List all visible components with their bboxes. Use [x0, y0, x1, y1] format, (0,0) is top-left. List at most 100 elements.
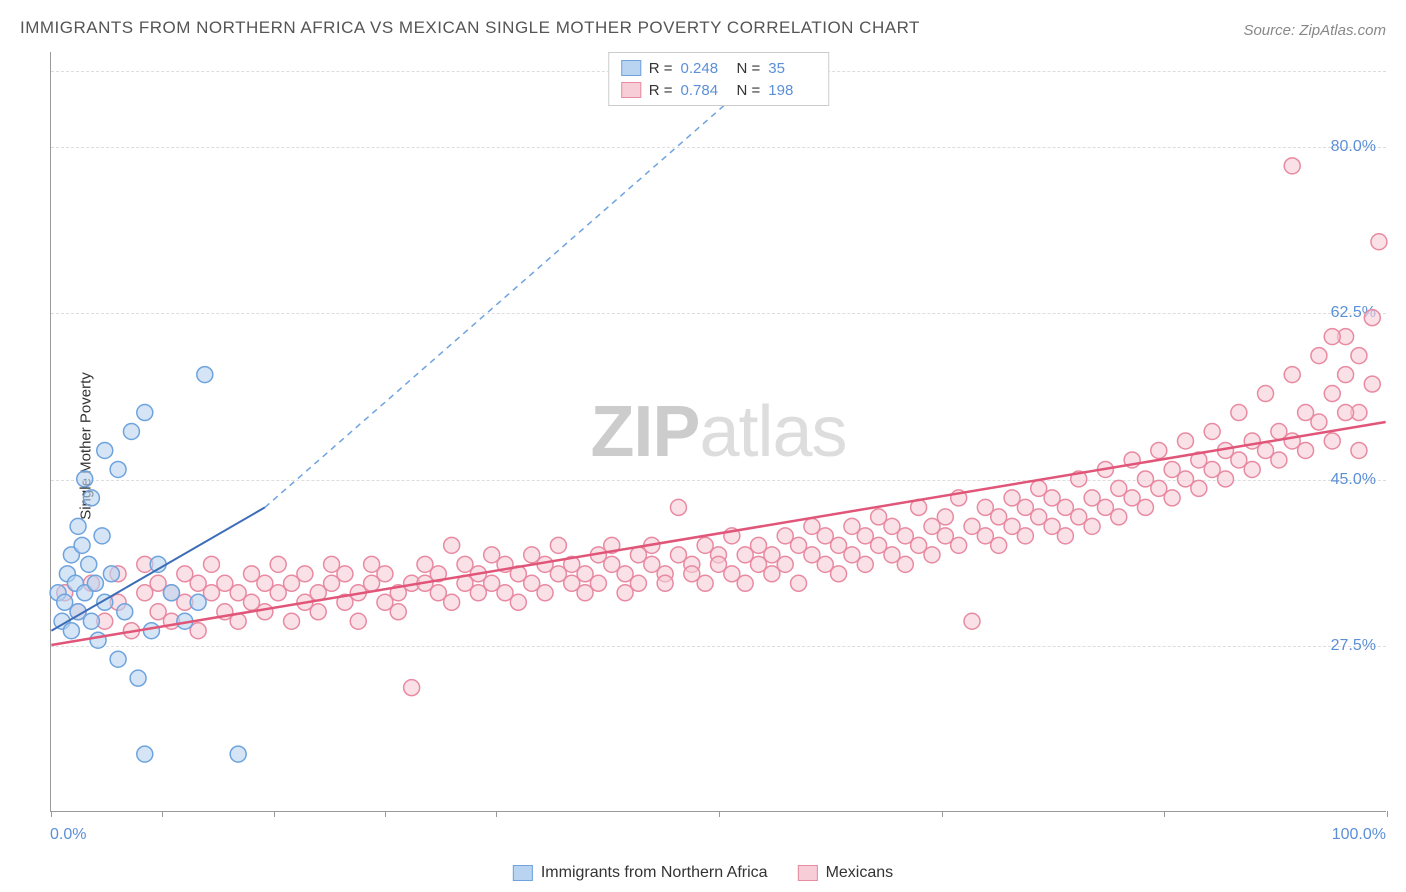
data-point	[297, 566, 313, 582]
bottom-legend: Immigrants from Northern Africa Mexicans	[513, 864, 893, 882]
x-tick	[274, 811, 275, 817]
data-point	[1177, 433, 1193, 449]
data-point	[94, 528, 110, 544]
x-tick	[942, 811, 943, 817]
data-point	[831, 566, 847, 582]
data-point	[74, 537, 90, 553]
data-point	[510, 594, 526, 610]
data-point	[1311, 348, 1327, 364]
data-point	[1244, 461, 1260, 477]
data-point	[777, 556, 793, 572]
data-point	[1191, 480, 1207, 496]
data-point	[1351, 348, 1367, 364]
data-point	[1137, 499, 1153, 515]
stats-legend-row: R = 0.784 N = 198	[621, 79, 817, 101]
data-point	[444, 594, 460, 610]
data-point	[1218, 471, 1234, 487]
x-tick	[719, 811, 720, 817]
legend-label: Immigrants from Northern Africa	[541, 864, 768, 882]
trend-line	[51, 422, 1385, 645]
data-point	[130, 670, 146, 686]
data-point	[1258, 386, 1274, 402]
x-tick	[51, 811, 52, 817]
data-point	[670, 499, 686, 515]
data-point	[444, 537, 460, 553]
x-tick	[1164, 811, 1165, 817]
data-point	[964, 613, 980, 629]
stats-legend-row: R = 0.248 N = 35	[621, 57, 817, 79]
data-point	[90, 632, 106, 648]
chart-title: IMMIGRANTS FROM NORTHERN AFRICA VS MEXIC…	[20, 18, 920, 38]
data-point	[630, 575, 646, 591]
data-point	[77, 471, 93, 487]
data-point	[537, 585, 553, 601]
legend-item: Mexicans	[798, 864, 894, 882]
data-point	[310, 604, 326, 620]
data-point	[1151, 442, 1167, 458]
data-point	[991, 537, 1007, 553]
data-point	[1204, 424, 1220, 440]
x-tick	[1387, 811, 1388, 817]
data-point	[83, 613, 99, 629]
data-point	[377, 566, 393, 582]
x-tick	[162, 811, 163, 817]
data-point	[404, 680, 420, 696]
x-tick	[385, 811, 386, 817]
data-point	[550, 537, 566, 553]
data-point	[1351, 442, 1367, 458]
data-point	[270, 556, 286, 572]
trend-line-dashed	[265, 52, 785, 507]
data-point	[697, 575, 713, 591]
data-point	[143, 623, 159, 639]
data-point	[1364, 310, 1380, 326]
data-point	[1298, 442, 1314, 458]
data-point	[1057, 528, 1073, 544]
data-point	[937, 509, 953, 525]
data-point	[1371, 234, 1387, 250]
data-point	[1017, 528, 1033, 544]
data-point	[190, 594, 206, 610]
data-point	[137, 405, 153, 421]
legend-swatch-icon	[621, 60, 641, 76]
data-point	[857, 556, 873, 572]
data-point	[924, 547, 940, 563]
legend-label: Mexicans	[826, 864, 894, 882]
data-point	[1084, 518, 1100, 534]
data-point	[110, 651, 126, 667]
data-point	[897, 556, 913, 572]
data-point	[137, 746, 153, 762]
data-point	[1324, 386, 1340, 402]
data-point	[1271, 452, 1287, 468]
data-point	[1338, 405, 1354, 421]
data-point	[70, 518, 86, 534]
legend-item: Immigrants from Northern Africa	[513, 864, 768, 882]
data-point	[390, 604, 406, 620]
data-point	[791, 575, 807, 591]
legend-swatch-icon	[798, 865, 818, 881]
data-point	[103, 566, 119, 582]
data-point	[337, 566, 353, 582]
data-point	[1231, 405, 1247, 421]
data-point	[1324, 433, 1340, 449]
data-point	[590, 575, 606, 591]
data-point	[230, 746, 246, 762]
data-point	[123, 424, 139, 440]
data-point	[1284, 158, 1300, 174]
data-point	[951, 537, 967, 553]
chart-container: IMMIGRANTS FROM NORTHERN AFRICA VS MEXIC…	[0, 0, 1406, 892]
data-point	[203, 556, 219, 572]
x-axis-min-label: 0.0%	[50, 826, 86, 844]
data-point	[1284, 367, 1300, 383]
data-point	[197, 367, 213, 383]
data-point	[97, 442, 113, 458]
data-point	[110, 461, 126, 477]
x-tick	[496, 811, 497, 817]
data-point	[1311, 414, 1327, 430]
x-axis-max-label: 100.0%	[1332, 826, 1386, 844]
data-point	[1338, 367, 1354, 383]
data-point	[1111, 509, 1127, 525]
plot-area: ZIPatlas 27.5%45.0%62.5%80.0% R = 0.248 …	[50, 52, 1386, 812]
data-point	[1164, 490, 1180, 506]
data-point	[257, 604, 273, 620]
data-point	[657, 575, 673, 591]
